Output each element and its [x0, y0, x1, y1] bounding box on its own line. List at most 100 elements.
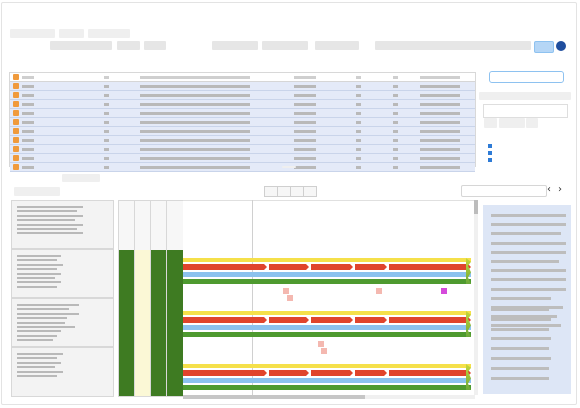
- lane-card[interactable]: [11, 298, 114, 347]
- filter-chip[interactable]: [484, 118, 497, 128]
- filter-chip[interactable]: [526, 118, 538, 128]
- gantt-task-bar[interactable]: [183, 264, 267, 270]
- gantt-task-bar[interactable]: [355, 370, 387, 376]
- lane-card[interactable]: [11, 347, 114, 397]
- gantt-canvas[interactable]: [183, 200, 475, 396]
- row-checkbox[interactable]: [13, 83, 19, 89]
- gantt-task-bar[interactable]: [389, 370, 471, 376]
- milestone-marker[interactable]: [287, 295, 293, 301]
- table-row[interactable]: [10, 91, 475, 100]
- gantt-task-bar[interactable]: [269, 370, 309, 376]
- chevron-left-icon[interactable]: ‹: [547, 184, 551, 195]
- milestone-marker[interactable]: [441, 288, 447, 294]
- gantt-bar-baseline[interactable]: [183, 258, 471, 262]
- row-checkbox[interactable]: [13, 137, 19, 143]
- gantt-task-bar[interactable]: [389, 264, 471, 270]
- row-checkbox[interactable]: [13, 119, 19, 125]
- splitter-handle[interactable]: [282, 166, 296, 168]
- chevron-right-icon[interactable]: ›: [558, 184, 562, 195]
- nav-item[interactable]: [315, 41, 359, 50]
- lane-text-line: [17, 339, 53, 342]
- row-checkbox[interactable]: [13, 128, 19, 134]
- lane-text-line: [17, 223, 83, 226]
- nav-item[interactable]: [117, 41, 140, 50]
- gantt-bar-plan[interactable]: [183, 378, 471, 383]
- milestone-marker[interactable]: [321, 348, 327, 354]
- gantt-task-bar[interactable]: [269, 264, 309, 270]
- row-checkbox[interactable]: [13, 74, 19, 80]
- gantt-task-bar[interactable]: [355, 264, 387, 270]
- gantt-task-bar[interactable]: [355, 317, 387, 323]
- nav-item[interactable]: [212, 41, 258, 50]
- table-cell: [22, 94, 34, 97]
- view-toggle-button[interactable]: [303, 186, 317, 197]
- scroll-thumb[interactable]: [183, 395, 365, 399]
- gantt-bar-baseline[interactable]: [183, 364, 471, 368]
- gantt-bar-baseline[interactable]: [183, 311, 471, 315]
- gantt-task-bar[interactable]: [311, 370, 353, 376]
- table-cell: [104, 112, 109, 115]
- gantt-task-bar[interactable]: [183, 317, 267, 323]
- header-action-button[interactable]: [534, 41, 554, 53]
- lane-card[interactable]: [11, 249, 114, 298]
- row-checkbox[interactable]: [13, 155, 19, 161]
- global-search-input[interactable]: [375, 41, 531, 50]
- view-toggle-button[interactable]: [277, 186, 291, 197]
- lane-text-line: [17, 219, 75, 222]
- table-row[interactable]: [10, 136, 475, 145]
- row-checkbox[interactable]: [13, 101, 19, 107]
- row-checkbox[interactable]: [13, 110, 19, 116]
- timeline-tab[interactable]: [62, 174, 100, 182]
- table-row[interactable]: [10, 154, 475, 163]
- lane-text-line: [17, 206, 83, 208]
- milestone-marker[interactable]: [318, 341, 324, 347]
- bar-end-connector: [466, 258, 471, 284]
- filter-input[interactable]: [483, 104, 568, 118]
- detail-panel: [483, 205, 571, 394]
- lane-card[interactable]: [11, 200, 114, 249]
- timeline-tab[interactable]: [14, 187, 60, 196]
- filter-chip[interactable]: [499, 118, 525, 128]
- row-checkbox[interactable]: [13, 164, 19, 170]
- timeline-search-input[interactable]: [461, 185, 547, 197]
- vertical-scrollbar[interactable]: [474, 200, 478, 395]
- row-checkbox[interactable]: [13, 146, 19, 152]
- scroll-thumb[interactable]: [474, 200, 478, 214]
- avatar[interactable]: [556, 41, 566, 51]
- milestone-marker[interactable]: [376, 288, 382, 294]
- table-row[interactable]: [10, 145, 475, 154]
- right-search-input[interactable]: [489, 71, 564, 83]
- table-cell: [393, 157, 398, 160]
- gantt-bar-plan[interactable]: [183, 325, 471, 330]
- table-row[interactable]: [10, 100, 475, 109]
- nav-item[interactable]: [262, 41, 308, 50]
- detail-text-line: [491, 269, 566, 273]
- table-row[interactable]: [10, 127, 475, 136]
- view-toggle-button[interactable]: [290, 186, 304, 197]
- gantt-task-bar[interactable]: [311, 317, 353, 323]
- table-row[interactable]: [10, 163, 475, 172]
- horizontal-scrollbar[interactable]: [183, 395, 475, 399]
- table-cell: [420, 166, 460, 169]
- status-column: [119, 250, 134, 396]
- gantt-task-bar[interactable]: [311, 264, 353, 270]
- nav-item[interactable]: [50, 41, 112, 50]
- lane-text-line: [17, 272, 61, 275]
- table-cell: [294, 130, 316, 133]
- row-checkbox[interactable]: [13, 92, 19, 98]
- gantt-bar-plan[interactable]: [183, 272, 471, 277]
- table-row[interactable]: [10, 118, 475, 127]
- gantt-task-bar[interactable]: [269, 317, 309, 323]
- table-cell: [393, 139, 398, 142]
- gantt-task-bar[interactable]: [389, 317, 471, 323]
- gantt-bar-progress[interactable]: [183, 279, 471, 284]
- gantt-task-bar[interactable]: [183, 370, 267, 376]
- table-row[interactable]: [10, 109, 475, 118]
- milestone-marker[interactable]: [283, 288, 289, 294]
- gantt-bar-progress[interactable]: [183, 385, 471, 390]
- table-cell: [393, 112, 398, 115]
- nav-item[interactable]: [144, 41, 166, 50]
- table-row[interactable]: [10, 82, 475, 91]
- view-toggle-button[interactable]: [264, 186, 278, 197]
- gantt-bar-progress[interactable]: [183, 332, 471, 337]
